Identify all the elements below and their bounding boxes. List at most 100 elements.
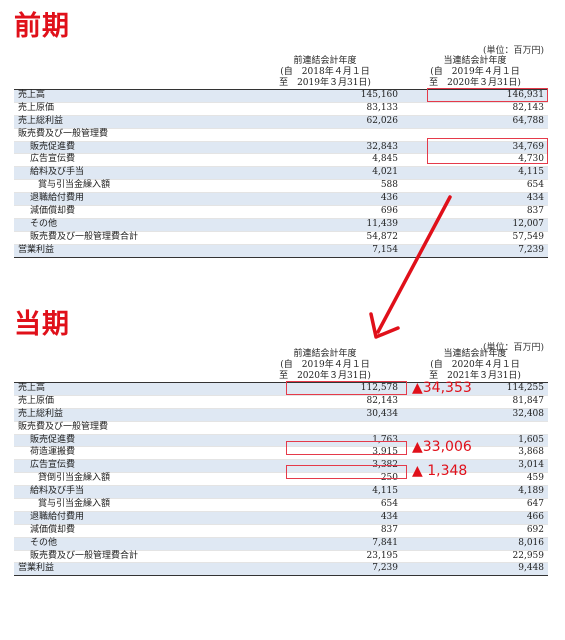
row-label: 販売促進費 [30, 434, 76, 445]
row-value-current: 81,847 [512, 395, 545, 406]
row-value-current: 692 [526, 524, 544, 535]
row-label: 営業利益 [18, 563, 55, 574]
table-row: 売上総利益 62,026 64,788 [14, 114, 548, 128]
row-label: 売上総利益 [18, 115, 64, 126]
row-value-prior: 82,143 [366, 395, 399, 406]
current-col1-line3: 至 2020年３月31日) [279, 371, 371, 381]
row-label: 売上高 [18, 90, 46, 100]
row-label: 広告宣伝費 [30, 154, 76, 165]
current-col1-line2: (自 2019年４月１日 [280, 360, 370, 370]
row-value-current: 32,408 [512, 408, 545, 419]
row-value-prior: 654 [380, 499, 398, 510]
row-value-prior: 83,133 [366, 102, 399, 113]
table-row: 退職給付費用 434 466 [14, 510, 548, 524]
row-value-current: 4,115 [518, 167, 544, 178]
previous-unit-label: (単位：百万円) [482, 46, 544, 56]
current-col2-line1: 当連結会計年度 [443, 349, 507, 359]
row-label: 販売費及び一般管理費合計 [30, 550, 139, 561]
row-value-current: 8,016 [518, 537, 544, 548]
row-value-prior: 62,026 [366, 115, 399, 126]
row-value-prior: 7,841 [372, 537, 398, 548]
table-row: 売上原価 83,133 82,143 [14, 101, 548, 115]
current-period-heading: 当期 [14, 309, 70, 340]
row-value-current: 34,769 [512, 141, 545, 152]
table-row: 売上高 112,578 114,255 [14, 382, 548, 395]
row-value-prior: 4,115 [372, 486, 398, 497]
row-label: 退職給付費用 [30, 193, 85, 204]
row-value-current: 3,868 [518, 447, 544, 458]
current-col2-line2: (自 2020年４月１日 [430, 360, 520, 370]
row-value-current: 9,448 [518, 563, 544, 574]
row-value-prior: 7,154 [372, 244, 398, 255]
delta-ad: ▲ 1,348 [412, 463, 468, 479]
row-value-current: 466 [526, 511, 544, 522]
row-label: 売上高 [18, 383, 46, 393]
table-row: 売上高 145,160 146,931 [14, 89, 548, 102]
row-value-current: 22,959 [512, 550, 545, 561]
row-value-current: 4,189 [518, 486, 544, 497]
row-value-current: 1,605 [518, 434, 544, 445]
table-row: 給料及び手当 4,115 4,189 [14, 485, 548, 499]
highlight-box-cur-sales [286, 381, 407, 395]
table-row: 販売促進費 1,763 1,605 [14, 433, 548, 447]
current-col2-header: 当連結会計年度 (自 2020年４月１日 至 2021年３月31日) [405, 349, 545, 382]
row-label: 賞与引当金繰入額 [38, 180, 111, 191]
row-label: 販売費及び一般管理費 [18, 421, 109, 432]
previous-col1-line3: 至 2019年３月31日) [279, 78, 371, 88]
row-label: 退職給付費用 [30, 511, 85, 522]
previous-income-table: 売上高 145,160 146,931 売上原価 83,133 82,143 売上総利益… [14, 89, 548, 258]
row-label: 貸倒引当金繰入額 [38, 473, 111, 484]
row-value-prior: 588 [380, 180, 398, 191]
row-label: 給料及び手当 [30, 167, 85, 178]
row-value-prior: 1,763 [372, 434, 398, 445]
table-row: 賞与引当金繰入額 654 647 [14, 498, 548, 511]
previous-col2-line2: (自 2019年４月１日 [430, 67, 520, 77]
row-value-current: 647 [526, 499, 544, 510]
row-label: 売上総利益 [18, 408, 64, 419]
row-label: 販売費及び一般管理費 [18, 128, 109, 139]
delta-promo: ▲33,006 [412, 439, 472, 455]
row-label: その他 [30, 218, 58, 229]
row-label: 営業利益 [18, 244, 55, 255]
row-value-prior: 436 [380, 193, 398, 204]
row-label: その他 [30, 537, 58, 548]
row-label: 販売費及び一般管理費合計 [30, 231, 139, 242]
row-value-prior: 30,434 [366, 408, 399, 419]
row-value-prior: 434 [380, 511, 398, 522]
previous-col2-line1: 当連結会計年度 [443, 56, 507, 66]
highlight-box-prev-sales [427, 88, 548, 102]
row-value-prior: 4,021 [372, 167, 398, 178]
table-row: 営業利益 7,239 9,448 [14, 562, 548, 576]
table-row: 減価償却費 837 692 [14, 523, 548, 537]
row-label: 売上原価 [18, 395, 55, 406]
row-value-current: 434 [526, 193, 544, 204]
row-value-current: 654 [526, 180, 544, 191]
row-value-current: 82,143 [512, 102, 545, 113]
highlight-box-cur-promo [286, 441, 407, 455]
row-value-current: 4,730 [518, 154, 544, 165]
row-value-prior: 23,195 [366, 550, 399, 561]
row-label: 広告宣伝費 [30, 460, 76, 471]
row-value-current: 12,007 [512, 218, 545, 229]
row-value-prior: 145,160 [360, 90, 398, 100]
row-value-current: 7,239 [518, 244, 544, 255]
table-row: 販売費及び一般管理費合計 23,195 22,959 [14, 549, 548, 563]
row-value-prior: 4,845 [372, 154, 398, 165]
row-label: 減価償却費 [30, 206, 76, 217]
table-row: 賞与引当金繰入額 588 654 [14, 179, 548, 192]
row-label: 売上原価 [18, 102, 55, 113]
table-row: 売上原価 82,143 81,847 [14, 394, 548, 408]
previous-col1-line2: (自 2018年４月１日 [280, 67, 370, 77]
highlight-box-cur-ad [286, 465, 407, 479]
highlight-box-prev-selling-costs [427, 138, 548, 164]
previous-col1-header: 前連結会計年度 (自 2018年４月１日 至 2019年３月31日) [255, 56, 395, 89]
previous-col1-line1: 前連結会計年度 [293, 56, 357, 66]
table-bottom-rule [14, 575, 548, 577]
table-row: 荷造運搬費 3,915 3,868 [14, 446, 548, 459]
row-label: 荷造運搬費 [30, 447, 76, 458]
table-row: 販売促進費 32,843 34,769 [14, 140, 548, 154]
previous-col2-line3: 至 2020年３月31日) [429, 78, 521, 88]
table-row: 減価償却費 696 837 [14, 205, 548, 218]
current-col1-header: 前連結会計年度 (自 2019年４月１日 至 2020年３月31日) [255, 349, 395, 382]
